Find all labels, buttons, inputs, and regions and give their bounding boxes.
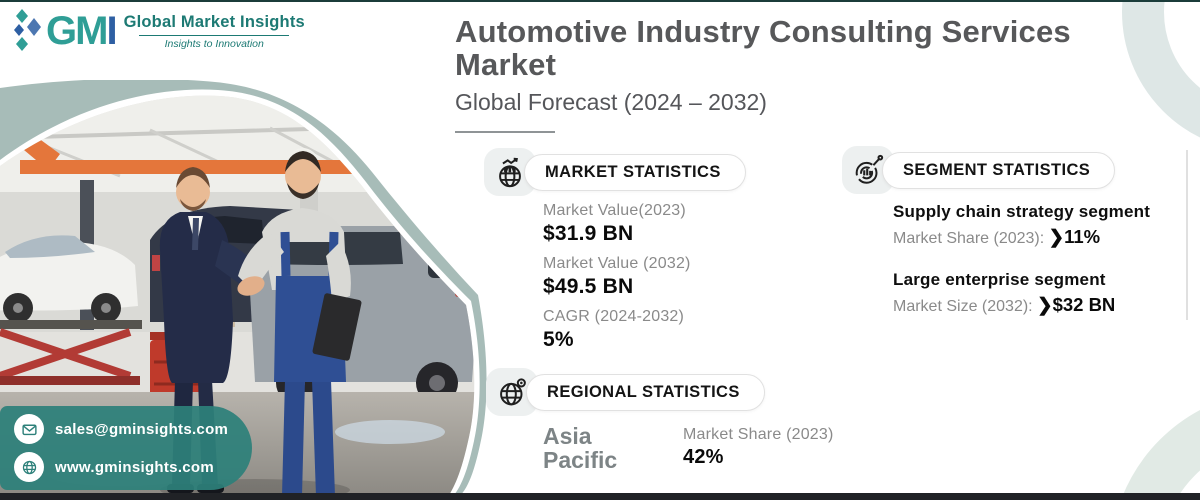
decorative-ring-bottom-right (1110, 390, 1200, 500)
regional-statistics-header: REGIONAL STATISTICS (486, 368, 834, 416)
contact-website-text: www.gminsights.com (55, 458, 215, 476)
segment-1-title: Supply chain strategy segment (893, 202, 1151, 221)
white-car-on-lift (0, 235, 142, 385)
email-icon (14, 414, 44, 444)
gmi-logo[interactable]: GMI Global Market Insights Insights to I… (14, 8, 305, 54)
segment-statistics-header: SEGMENT STATISTICS (842, 146, 1150, 194)
top-border-line (0, 0, 1200, 2)
logo-tagline: Insights to Innovation (164, 37, 264, 50)
contact-website[interactable]: www.gminsights.com (14, 452, 252, 482)
region-name: Asia Pacific (543, 423, 618, 474)
header: Automotive Industry Consulting Services … (455, 14, 1135, 133)
market-statistics-header: MARKET STATISTICS (484, 148, 746, 196)
contact-banner: sales@gminsights.com www.gminsights.com (0, 406, 252, 490)
contact-email[interactable]: sales@gminsights.com (14, 414, 252, 444)
market-value-2032-value: $49.5 BN (543, 275, 634, 298)
logo-divider (139, 34, 290, 36)
market-value-2023-label: Market Value(2023) (543, 202, 686, 219)
logo-company-name: Global Market Insights (123, 12, 305, 31)
market-statistics-section: MARKET STATISTICS Market Value(2023) $31… (484, 148, 746, 352)
contact-email-text: sales@gminsights.com (55, 420, 229, 438)
market-value-2023-value: $31.9 BN (543, 222, 634, 245)
segment-1-row: Market Share (2023): ❯11% (893, 226, 1101, 247)
page-title: Automotive Industry Consulting Services … (455, 14, 1071, 82)
market-value-2032-label: Market Value (2032) (543, 255, 691, 272)
subtitle-underline (455, 130, 555, 133)
gmi-wordmark: GMI (46, 9, 118, 53)
right-divider-line (1186, 150, 1188, 320)
cagr-value: 5% (543, 328, 574, 351)
gmi-logo-diamonds-icon (14, 9, 41, 51)
cagr-label: CAGR (2024-2032) (543, 308, 685, 325)
globe-icon (14, 452, 44, 482)
segment-statistics-section: SEGMENT STATISTICS Supply chain strategy… (842, 146, 1150, 316)
bottom-border-strip (0, 493, 1200, 500)
globe-pin-icon (486, 368, 538, 416)
market-statistics-pill: MARKET STATISTICS (524, 153, 746, 191)
page-subtitle: Global Forecast (2024 – 2032) (455, 88, 767, 115)
segment-2-row: Market Size (2032): ❯$32 BN (893, 294, 1116, 315)
regional-statistics-section: REGIONAL STATISTICS Asia Pacific Market … (486, 368, 834, 472)
regional-statistics-pill: REGIONAL STATISTICS (526, 373, 765, 411)
region-share-label: Market Share (2023) (683, 426, 834, 443)
region-share-value: 42% (683, 446, 724, 468)
segment-statistics-pill: SEGMENT STATISTICS (882, 151, 1116, 189)
segment-2-title: Large enterprise segment (893, 270, 1106, 289)
